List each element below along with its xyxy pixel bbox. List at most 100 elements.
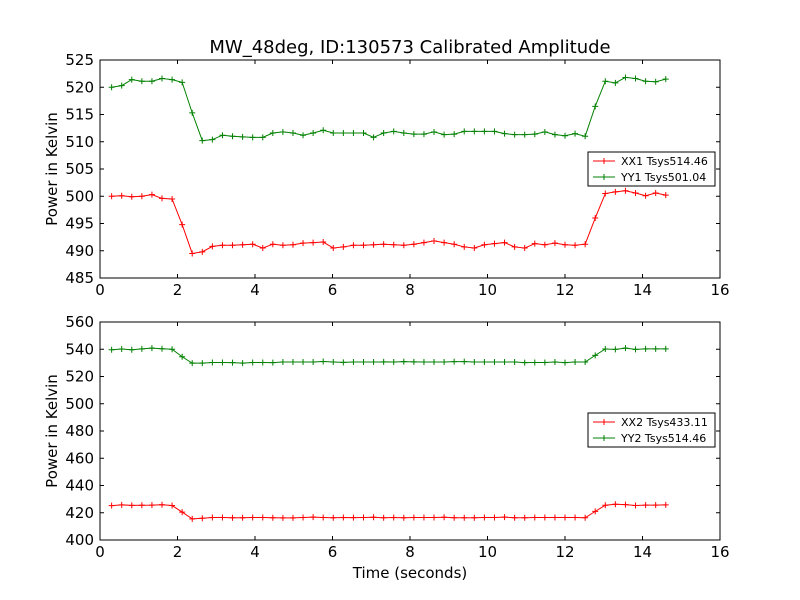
data-point: [380, 514, 387, 521]
data-point: [320, 358, 327, 365]
data-point: [370, 134, 377, 141]
data-point: [169, 76, 176, 83]
data-point: [300, 132, 307, 139]
data-point: [350, 130, 357, 137]
top-subplot: 0 2 4 6 8 10 12 14 16 485 490 495 500 505 510 515 520 525…: [43, 51, 730, 299]
legend-marker: [601, 158, 607, 164]
data-point: [541, 514, 548, 521]
data-point: [108, 346, 115, 353]
x-tick-label: 6: [328, 281, 338, 299]
data-point: [390, 359, 397, 366]
data-point: [169, 346, 176, 353]
data-point: [259, 359, 266, 366]
data-point: [431, 237, 438, 244]
data-point: [511, 514, 518, 521]
data-point: [602, 78, 609, 85]
legend-marker: [601, 435, 607, 441]
y-tick-label: 485: [65, 269, 94, 287]
data-point: [531, 240, 538, 247]
data-point: [279, 128, 286, 135]
data-point: [431, 359, 438, 366]
data-point: [239, 514, 246, 521]
y-axis-label: Power in Kelvin: [43, 112, 61, 226]
x-tick-label: 8: [405, 543, 415, 561]
data-point: [390, 514, 397, 521]
y-tick-label: 460: [65, 449, 94, 467]
data-point: [320, 514, 327, 521]
y-axis-label: Power in Kelvin: [43, 374, 61, 488]
data-point: [279, 514, 286, 521]
data-point: [451, 131, 458, 138]
data-point: [380, 130, 387, 137]
data-point: [159, 75, 165, 82]
data-point: [189, 515, 196, 522]
data-point: [279, 359, 286, 366]
data-point: [471, 359, 478, 366]
x-tick-label: 8: [405, 281, 415, 299]
y-tick-label: 420: [65, 504, 94, 522]
data-point: [582, 241, 589, 248]
data-point: [420, 239, 427, 246]
data-point: [461, 358, 468, 365]
data-point: [652, 189, 659, 196]
x-tick-label: 10: [478, 543, 497, 561]
bottom-subplot: 0 2 4 6 8 10 12 14 16 400 420 440 460 480 500 520 540 560…: [43, 313, 730, 582]
y-tick-label: 510: [65, 133, 94, 151]
legend-marker: [601, 419, 607, 425]
data-point: [622, 345, 629, 352]
data-point: [128, 346, 135, 353]
data-point: [562, 241, 568, 248]
data-point: [219, 514, 226, 521]
data-point: [592, 352, 599, 359]
data-point: [491, 240, 498, 247]
data-point: [159, 345, 165, 352]
data-point: [128, 502, 135, 509]
data-point: [320, 239, 327, 246]
data-point: [249, 359, 256, 366]
y-tick-label: 400: [65, 531, 94, 549]
data-point: [128, 76, 135, 83]
data-point: [531, 359, 538, 366]
data-point: [451, 514, 458, 521]
data-point: [179, 79, 186, 86]
data-point: [441, 239, 448, 246]
data-point: [602, 345, 609, 352]
data-point: [108, 502, 115, 509]
x-axis-label: Time (seconds): [352, 564, 468, 582]
x-tick-label: 4: [250, 543, 260, 561]
data-point: [229, 359, 236, 366]
legend-label: YY1 Tsys501.04: [620, 171, 706, 184]
data-point: [562, 359, 568, 366]
data-point: [531, 131, 538, 138]
data-point: [431, 128, 438, 135]
y-tick-label: 520: [65, 368, 94, 386]
data-point: [400, 514, 407, 521]
data-point: [461, 128, 468, 135]
data-point: [662, 345, 669, 352]
data-point: [481, 128, 488, 135]
data-point: [662, 192, 669, 199]
data-point: [310, 359, 317, 366]
data-point: [128, 193, 135, 200]
data-point: [169, 195, 176, 202]
data-point: [501, 514, 508, 521]
y-tick-label: 515: [65, 106, 94, 124]
data-point: [370, 514, 377, 521]
data-point: [269, 130, 276, 137]
data-point: [491, 514, 498, 521]
data-point: [148, 345, 155, 352]
data-point: [521, 245, 528, 252]
data-point: [159, 195, 165, 202]
data-point: [108, 84, 115, 91]
data-point: [622, 501, 629, 508]
data-point: [360, 514, 367, 521]
x-tick-label: 14: [633, 281, 652, 299]
data-point: [632, 502, 639, 509]
data-point: [148, 191, 155, 198]
data-point: [229, 133, 236, 140]
data-point: [229, 514, 236, 521]
data-point: [622, 187, 629, 194]
data-point: [501, 239, 508, 246]
data-point: [481, 241, 488, 248]
data-point: [451, 358, 458, 365]
